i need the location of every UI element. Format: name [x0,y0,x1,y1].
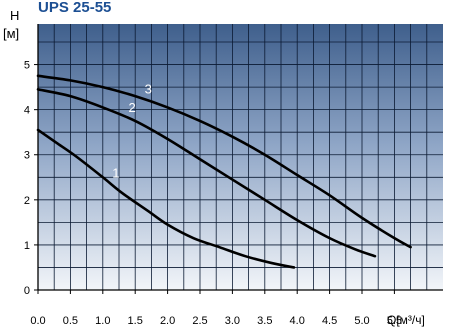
x-tick-label: 3.5 [257,315,272,327]
y-tick-label: 3 [24,150,30,162]
x-tick-label: 4.0 [290,315,305,327]
x-tick-label: 2.5 [192,315,207,327]
curves [36,74,412,269]
x-tick-label: 5.0 [354,315,369,327]
y-tick-label: 4 [24,105,30,117]
x-tick-label: 1.5 [128,315,143,327]
x-tick-label: 2.0 [160,315,175,327]
curve-label-3: 3 [145,81,152,96]
curve-labels: 1 23 [112,81,152,180]
x-tick-label: 0.5 [63,315,78,327]
chart-title: UPS 25-55 [38,0,111,16]
plot-area [38,24,443,290]
curve-3 [36,74,412,249]
x-tick-label: 3.0 [225,315,240,327]
y-axis-unit: [м] [3,26,19,41]
x-axis-label: Q[м³/ч] [387,313,425,327]
y-axis-label: H [10,8,19,23]
x-tick-label: 4.5 [322,315,337,327]
y-tick-labels: 0 1 2 3 4 5 [24,60,38,297]
curve-2 [36,88,377,258]
x-tick-label: 0.0 [30,315,45,327]
curve-label-2: 2 [128,100,135,115]
y-tick-label: 0 [24,285,30,297]
grid-lines [38,24,443,290]
y-tick-label: 5 [24,60,30,72]
curve-label-1: 1 [112,166,119,181]
curve-1 [36,128,296,269]
x-tick-labels: 0.0 0.5 1.0 1.5 2.0 2.5 3.0 3.5 4.0 4.5 5.0 5.5 [30,290,402,327]
x-tick-label: 1.0 [95,315,110,327]
x-tick-label: 5.5 [387,315,402,327]
y-tick-label: 1 [24,240,30,252]
y-tick-label: 2 [24,195,30,207]
